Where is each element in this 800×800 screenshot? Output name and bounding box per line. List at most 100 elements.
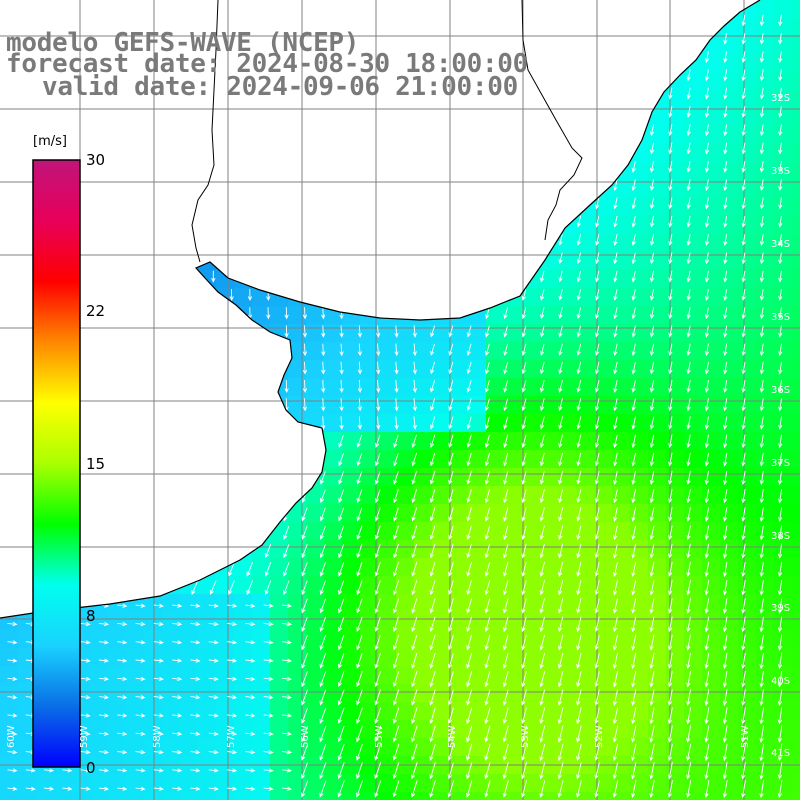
wind-speed-cell bbox=[306, 504, 324, 522]
wind-speed-cell bbox=[234, 792, 252, 800]
wind-arrow bbox=[302, 307, 308, 320]
wind-speed-cell bbox=[396, 432, 414, 450]
wind-arrow bbox=[153, 695, 164, 700]
wind-arrow bbox=[319, 653, 327, 669]
wind-speed-cell bbox=[666, 486, 684, 504]
wind-speed-cell bbox=[756, 270, 774, 288]
wind-arrow bbox=[484, 452, 491, 467]
wind-speed-cell bbox=[252, 306, 270, 324]
wind-arrow bbox=[539, 616, 546, 633]
wind-arrow bbox=[631, 343, 636, 357]
wind-arrow bbox=[557, 780, 564, 798]
wind-arrow bbox=[227, 676, 238, 682]
wind-arrow bbox=[521, 325, 527, 338]
wind-arrow bbox=[466, 598, 473, 614]
wind-speed-cell bbox=[612, 576, 630, 594]
wind-speed-cell bbox=[360, 396, 378, 414]
wind-speed-cell bbox=[702, 324, 720, 342]
wind-arrow bbox=[153, 713, 164, 718]
wind-arrow bbox=[266, 307, 271, 320]
wind-speed-cell bbox=[738, 666, 756, 684]
wind-speed-cell bbox=[432, 576, 450, 594]
wind-speed-cell bbox=[648, 414, 666, 432]
wind-arrow bbox=[503, 361, 509, 375]
wind-arrow bbox=[319, 525, 326, 540]
wind-arrow bbox=[722, 543, 728, 559]
wind-arrow bbox=[302, 361, 308, 375]
wind-speed-cell bbox=[648, 576, 666, 594]
lon-label-54w: 54W bbox=[447, 725, 458, 748]
wind-speed-cell bbox=[792, 252, 800, 270]
wind-speed-cell bbox=[162, 630, 180, 648]
wind-speed-cell bbox=[594, 234, 612, 252]
wind-arrow bbox=[668, 470, 673, 486]
wind-speed-cell bbox=[576, 738, 594, 756]
wind-speed-cell bbox=[720, 54, 738, 72]
wind-arrow bbox=[631, 525, 637, 541]
wind-speed-cell bbox=[360, 324, 378, 342]
wind-arrow bbox=[503, 507, 509, 522]
wind-speed-cell bbox=[486, 342, 504, 360]
wind-arrow bbox=[704, 561, 710, 578]
wind-speed-cell bbox=[414, 630, 432, 648]
wind-arrow bbox=[722, 743, 728, 762]
wind-arrow bbox=[557, 671, 564, 688]
wind-speed-cell bbox=[504, 378, 522, 396]
wind-arrow bbox=[263, 731, 274, 736]
wind-speed-cell bbox=[270, 774, 288, 792]
wind-arrow bbox=[319, 634, 327, 651]
wind-speed-cell bbox=[792, 792, 800, 800]
wind-arrow bbox=[668, 197, 673, 210]
wind-arrow bbox=[117, 658, 128, 663]
wind-speed-cell bbox=[756, 144, 774, 162]
wind-arrow bbox=[777, 634, 783, 651]
wind-speed-cell bbox=[612, 594, 630, 612]
lon-label-53w: 53W bbox=[520, 725, 531, 748]
wind-arrow bbox=[613, 361, 618, 375]
wind-speed-cell bbox=[630, 612, 648, 630]
wind-speed-cell bbox=[504, 702, 522, 720]
wind-speed-cell bbox=[396, 720, 414, 738]
wind-arrow bbox=[778, 325, 783, 338]
wind-arrow bbox=[557, 652, 564, 670]
wind-arrow bbox=[576, 325, 582, 338]
wind-arrow bbox=[612, 743, 619, 762]
wind-arrow bbox=[704, 634, 710, 651]
wind-speed-cell bbox=[360, 594, 378, 612]
wind-arrow bbox=[667, 707, 673, 725]
wind-arrow bbox=[594, 452, 600, 467]
wind-arrow bbox=[704, 124, 710, 137]
wind-speed-cell bbox=[702, 216, 720, 234]
wind-speed-cell bbox=[306, 576, 324, 594]
wind-speed-cell bbox=[486, 774, 504, 792]
wind-speed-cell bbox=[468, 612, 486, 630]
wind-arrow bbox=[649, 525, 655, 541]
wind-arrow bbox=[540, 325, 545, 338]
wind-speed-cell bbox=[612, 630, 630, 648]
wind-speed-cell bbox=[234, 774, 252, 792]
wind-arrow bbox=[319, 616, 327, 632]
wind-arrow bbox=[245, 713, 256, 718]
wind-speed-cell bbox=[396, 684, 414, 702]
wind-arrow bbox=[485, 361, 490, 375]
wind-speed-cell bbox=[450, 432, 468, 450]
wind-speed-cell bbox=[486, 414, 504, 432]
wind-arrow bbox=[723, 197, 728, 210]
wind-speed-cell bbox=[720, 558, 738, 576]
wind-arrow bbox=[778, 398, 783, 412]
wind-speed-cell bbox=[18, 738, 36, 756]
wind-speed-cell bbox=[180, 630, 198, 648]
wind-speed-cell bbox=[720, 738, 738, 756]
wind-speed-cell bbox=[504, 432, 522, 450]
wind-arrow bbox=[321, 398, 326, 412]
wind-arrow bbox=[245, 621, 256, 627]
wind-speed-cell bbox=[504, 450, 522, 468]
wind-arrow bbox=[411, 507, 418, 522]
wind-arrow bbox=[741, 197, 746, 210]
wind-arrow bbox=[466, 543, 472, 559]
wind-arrows bbox=[7, 14, 783, 799]
wind-speed-cell bbox=[288, 702, 306, 720]
wind-speed-cell bbox=[774, 450, 792, 468]
wind-speed-cell bbox=[630, 342, 648, 360]
wind-speed-cell bbox=[792, 342, 800, 360]
